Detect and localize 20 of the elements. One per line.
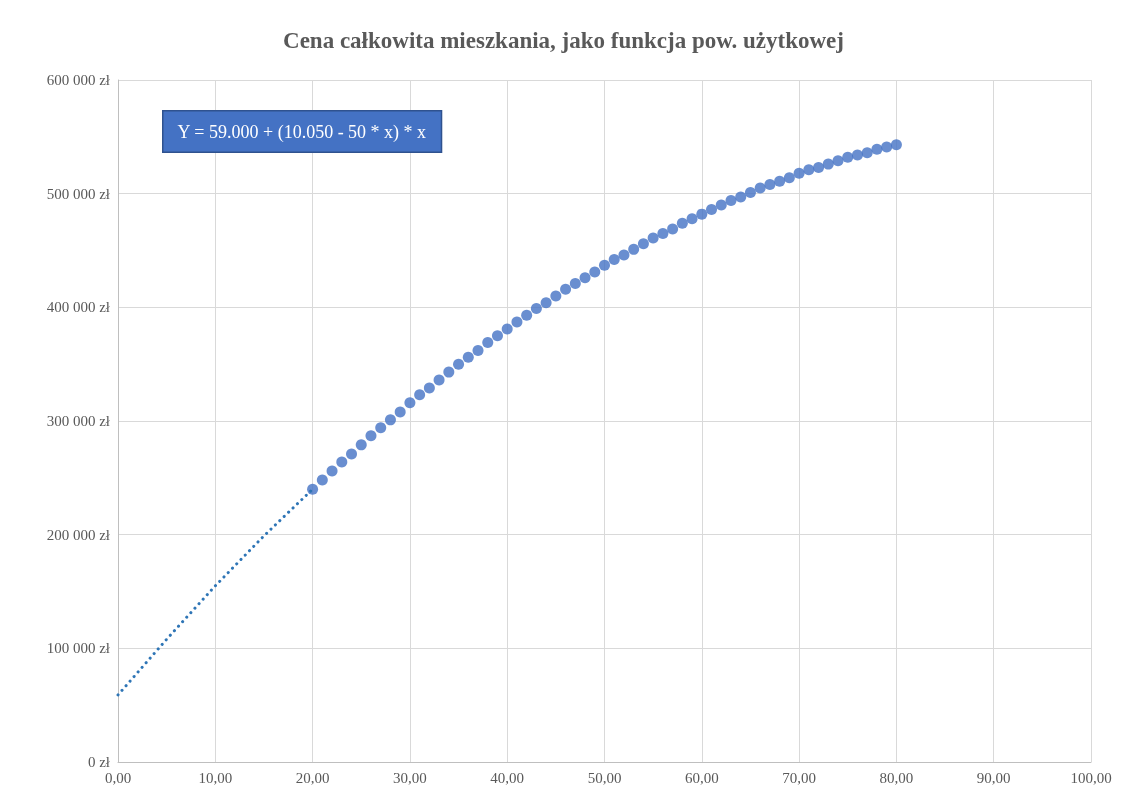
x-tick-label: 30,00	[393, 769, 427, 786]
x-tick-label: 40,00	[490, 769, 525, 786]
y-tick-label: 400 000 zł	[46, 299, 111, 316]
y-tick-label: 200 000 zł	[46, 526, 111, 543]
x-tick-label: 70,00	[782, 769, 816, 786]
x-tick-label: 0,00	[104, 769, 132, 786]
x-tick-label: 10,00	[198, 769, 233, 786]
x-tick-label: 100,00	[1070, 769, 1112, 786]
y-tick-label: 500 000 zł	[46, 185, 111, 202]
x-tick-label: 60,00	[684, 769, 719, 786]
x-tick-label: 90,00	[976, 769, 1011, 786]
x-tick-label: 50,00	[587, 769, 622, 786]
y-tick-label: 600 000 zł	[46, 72, 111, 88]
x-tick-label: 20,00	[295, 769, 330, 786]
x-tick-label: 80,00	[879, 769, 914, 786]
y-tick-label: 0 zł	[87, 754, 111, 770]
chart-title: Cena całkowita mieszkania, jako funkcja pow. użytkowej	[283, 28, 844, 53]
y-tick-label: 100 000 zł	[46, 640, 111, 657]
y-tick-label: 300 000 zł	[46, 413, 111, 429]
annotation: Y = 59.000 + (10.050 - 50 * x) * x	[177, 121, 427, 143]
